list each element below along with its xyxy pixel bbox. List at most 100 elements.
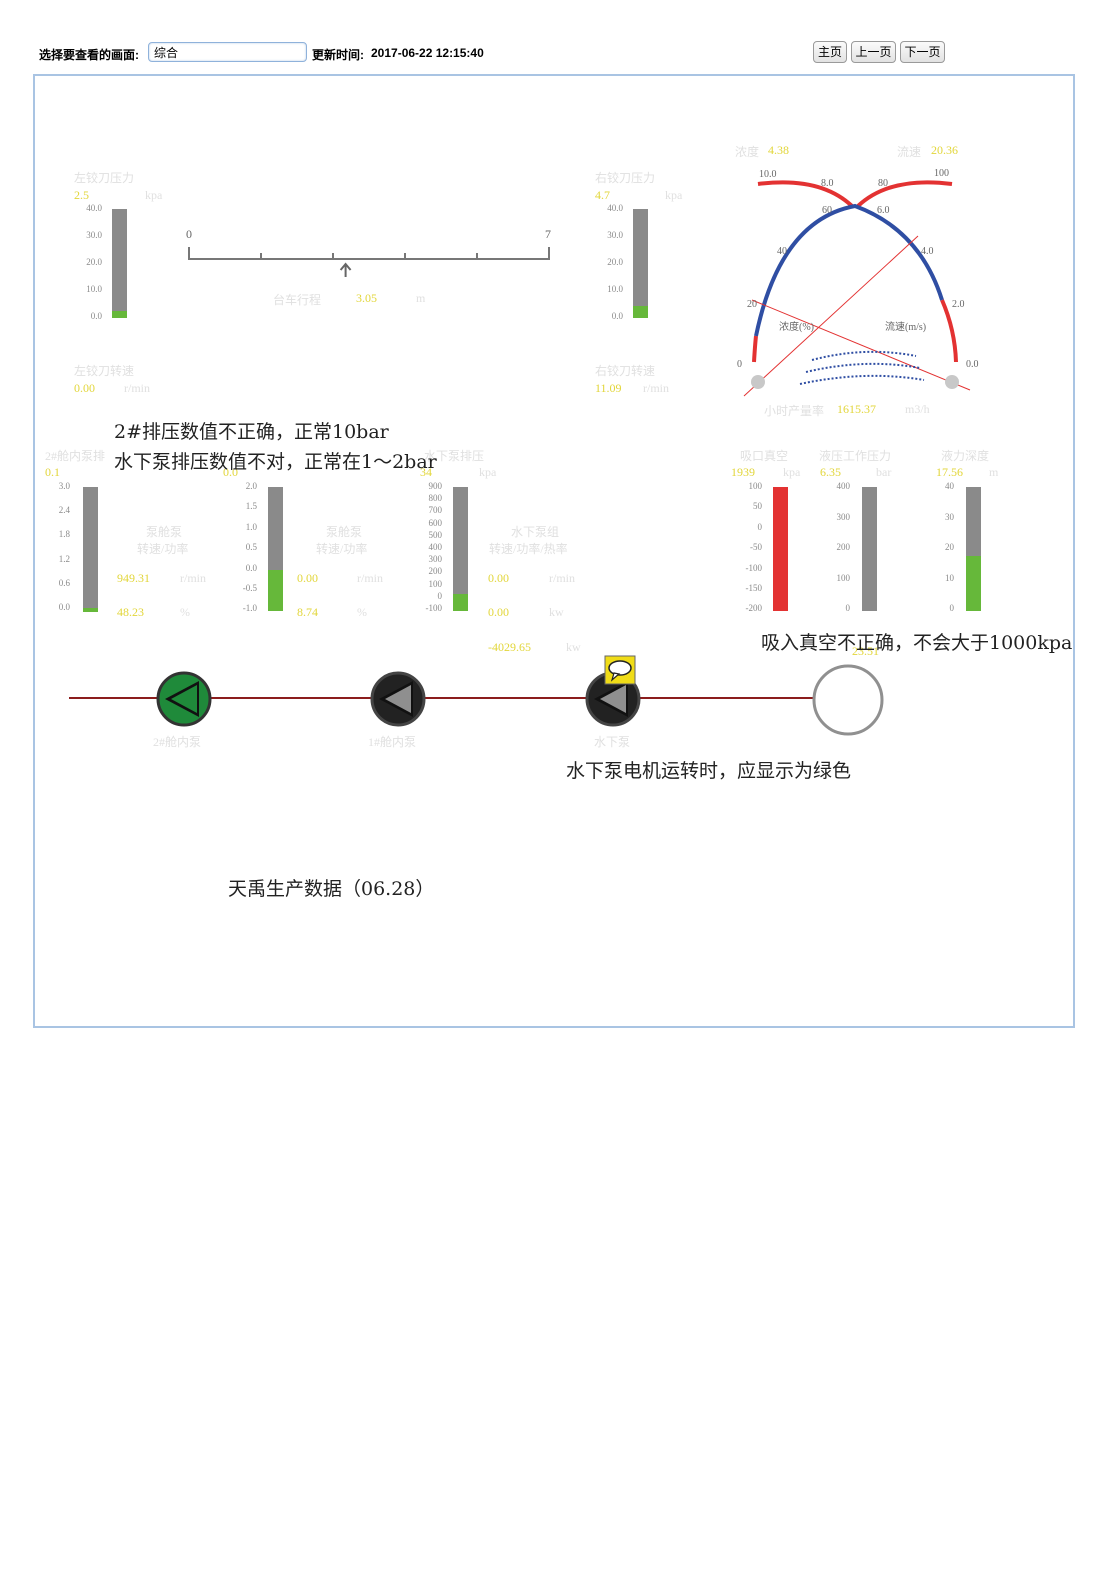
p2-discharge-value: 0.1: [45, 465, 60, 480]
annotation-note: 吸入真空不正确，不会大于1000kpa: [761, 628, 1072, 655]
tick-label: 1.2: [59, 554, 70, 564]
p2-power-unit: %: [180, 605, 190, 620]
uw-speed-unit: r/min: [549, 571, 575, 586]
vacuum-gauge: 100 50 0 -50 -100 -150 -200: [718, 481, 790, 616]
screen-select[interactable]: 综合: [148, 42, 307, 62]
tick-label: 200: [837, 542, 851, 552]
uw-heat-value: -4029.65: [488, 640, 531, 655]
tick-label: 500: [429, 530, 443, 540]
right-scale-label: 100: [934, 168, 949, 179]
pump2-icon[interactable]: [155, 670, 213, 728]
left-scale-label: 2.0: [952, 299, 965, 310]
density-axis-label: 浓度(%): [779, 318, 814, 333]
left-scale-label: 0.0: [966, 359, 979, 370]
update-time-value: 2017-06-22 12:15:40: [371, 46, 484, 60]
vacuum-label: 吸口真空: [740, 447, 788, 464]
tick-label: 50: [753, 501, 762, 511]
tick-label: 0: [846, 603, 851, 613]
p1-power-unit: %: [357, 605, 367, 620]
home-button[interactable]: 主页: [813, 41, 847, 63]
traverse-pointer-icon: [341, 264, 351, 277]
tick-label: 1.8: [59, 529, 70, 539]
right-scale-label: 80: [878, 178, 888, 189]
right-reamer-bar-fill: [633, 306, 648, 318]
tick-label: -1.0: [243, 603, 257, 613]
tick-label: 40.0: [607, 203, 623, 213]
tick-label: 10.0: [607, 284, 623, 294]
tick-label: 0.6: [59, 578, 70, 588]
p2-discharge-bar: [83, 487, 98, 612]
update-time-label: 更新时间:: [312, 46, 364, 63]
hour-output-unit: m3/h: [905, 402, 930, 417]
traverse-label: 台车行程: [273, 291, 321, 308]
uw-discharge-bar-fill: [453, 594, 468, 611]
tick-label: 100: [429, 579, 443, 589]
tick-label: 0: [438, 591, 443, 601]
uw-power-unit: kw: [549, 605, 564, 620]
tick-label: 3.0: [59, 481, 70, 491]
uw-sub-sub: 转速/功率/热率: [489, 540, 568, 557]
right-scale-label: 60: [822, 205, 832, 216]
right-reamer-speed-unit: r/min: [643, 381, 669, 396]
tick-label: 200: [429, 566, 443, 576]
uw-discharge-unit: kpa: [479, 465, 496, 480]
p2-discharge-label: 2#舱内泵排: [45, 447, 105, 464]
tick-label: -50: [750, 542, 762, 552]
screen-select-label: 选择要查看的画面:: [39, 46, 139, 63]
traverse-scale: 0 7 台车行程 3.05 m: [180, 225, 560, 315]
tick-label: 1.0: [246, 522, 257, 532]
tick-label: 20.0: [607, 257, 623, 267]
next-page-button[interactable]: 下一页: [900, 41, 945, 63]
tick-label: 0.0: [59, 602, 70, 612]
left-reamer-speed-unit: r/min: [124, 381, 150, 396]
left-scale-label: 6.0: [877, 205, 890, 216]
tick-label: 0: [950, 603, 955, 613]
underwater-pump-name: 水下泵: [594, 733, 630, 750]
p1-speed-value: 0.00: [297, 571, 318, 586]
p2-power-value: 48.23: [117, 605, 144, 620]
depth-unit: m: [989, 465, 998, 480]
right-reamer-bar: [633, 209, 648, 318]
prev-page-button[interactable]: 上一页: [851, 41, 896, 63]
comment-icon[interactable]: [604, 655, 636, 685]
left-scale-label: 8.0: [821, 178, 834, 189]
left-reamer-speed-value: 0.00: [74, 381, 95, 396]
tick-label: 30.0: [607, 230, 623, 240]
annotation-note: 2#排压数值不正确，正常10bar: [114, 417, 389, 444]
left-reamer-speed-label: 左铰刀转速: [74, 362, 134, 379]
tick-label: 0.0: [91, 311, 102, 321]
tick-label: 400: [837, 481, 851, 491]
work-pressure-value: 6.35: [820, 465, 841, 480]
tick-label: 300: [429, 554, 443, 564]
right-reamer-speed-value: 11.09: [595, 381, 622, 396]
right-scale-label: 0: [737, 359, 742, 370]
traverse-ruler: [180, 225, 560, 285]
uw-power-value: 0.00: [488, 605, 509, 620]
flow-label: 流速: [897, 143, 921, 160]
uw-discharge-gauge: 900 800 700 600 500 400 300 200 100 0 -1…: [408, 481, 478, 616]
tick-label: 0: [758, 522, 763, 532]
p2-speed-value: 949.31: [117, 571, 150, 586]
left-reamer-pressure-unit: kpa: [145, 188, 162, 203]
tick-label: -150: [746, 583, 763, 593]
tick-label: 10: [945, 573, 954, 583]
uw-speed-value: 0.00: [488, 571, 509, 586]
work-pressure-gauge: 400 300 200 100 0: [808, 481, 880, 616]
left-scale-label: 4.0: [921, 246, 934, 257]
p1-discharge-gauge: 2.0 1.5 1.0 0.5 0.0 -0.5 -1.0: [225, 481, 295, 616]
p1-sub-sub: 转速/功率: [316, 540, 367, 557]
p1-sub-label: 泵舱泵: [326, 523, 362, 540]
p2-discharge-gauge: 3.0 2.4 1.8 1.2 0.6 0.0: [38, 481, 108, 616]
pump1-icon[interactable]: [369, 670, 427, 728]
tick-label: 40: [945, 481, 954, 491]
p1-discharge-bar: [268, 487, 283, 611]
left-reamer-bar-fill: [112, 311, 127, 318]
p2-discharge-bar-fill: [83, 608, 98, 612]
traverse-unit: m: [416, 291, 425, 306]
depth-bar-fill: [966, 556, 981, 611]
tick-label: 10.0: [86, 284, 102, 294]
left-reamer-pressure-label: 左铰刀压力: [74, 169, 134, 186]
tick-label: -200: [746, 603, 763, 613]
hour-output-value: 1615.37: [837, 402, 876, 417]
tick-label: 2.0: [246, 481, 257, 491]
